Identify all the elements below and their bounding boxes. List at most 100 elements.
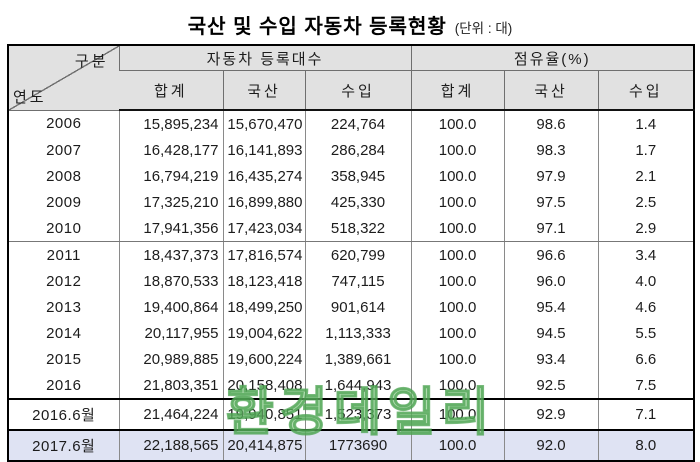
value-cell-share-import: 2.9 — [597, 215, 695, 242]
table-header: 구분 연도 자동차 등록대수 점유율(%) 합계 국산 수입 합계 국산 수입 — [8, 45, 695, 111]
year-cell: 2016 — [8, 372, 119, 400]
value-cell-share-total: 100.0 — [410, 137, 505, 163]
value-cell-share-total: 100.0 — [410, 163, 505, 189]
year-cell: 2008 — [8, 163, 119, 189]
subheader-reg-domestic: 국산 — [222, 70, 305, 111]
value-cell-reg-total: 16,428,177 — [118, 137, 223, 163]
value-cell-share-import: 8.0 — [597, 430, 695, 461]
value-cell-reg-total: 22,188,565 — [118, 430, 223, 461]
value-cell-reg-import: 1,644,943 — [304, 372, 412, 400]
value-cell-reg-domestic: 16,141,893 — [222, 137, 305, 163]
value-cell-reg-total: 21,464,224 — [118, 399, 223, 431]
corner-label-category: 구분 — [74, 53, 109, 70]
value-cell-reg-total: 16,794,219 — [118, 163, 223, 189]
value-cell-share-import: 4.0 — [597, 268, 695, 294]
corner-label-year: 연도 — [13, 88, 47, 106]
value-cell-share-total: 100.0 — [410, 372, 505, 400]
value-cell-reg-total: 21,803,351 — [118, 372, 223, 400]
value-cell-reg-domestic: 17,423,034 — [222, 215, 305, 242]
table-row: 2013 19,400,864 18,499,250 901,614 100.0 95.4… — [8, 294, 695, 320]
table-row: 2014 20,117,955 19,004,622 1,113,333 100.0 94… — [8, 320, 695, 346]
value-cell-share-domestic: 95.4 — [503, 294, 599, 320]
table-row: 2017.6월 22,188,565 20,414,875 1773690 100.0 9… — [8, 430, 695, 461]
value-cell-reg-domestic: 18,123,418 — [222, 268, 305, 294]
value-cell-reg-domestic: 19,004,622 — [222, 320, 305, 346]
year-cell: 2013 — [8, 294, 119, 320]
year-cell: 2006 — [8, 110, 119, 137]
year-cell: 2015 — [8, 346, 119, 372]
value-cell-share-total: 100.0 — [410, 110, 505, 137]
value-cell-share-domestic: 97.9 — [503, 163, 599, 189]
value-cell-reg-import: 425,330 — [304, 189, 412, 215]
year-cell: 2016.6월 — [8, 399, 119, 431]
table-row: 2009 17,325,210 16,899,880 425,330 100.0 97.5… — [8, 189, 695, 215]
table-row: 2012 18,870,533 18,123,418 747,115 100.0 96.0… — [8, 268, 695, 294]
table-body: 2006 15,895,234 15,670,470 224,764 100.0 98.6… — [8, 110, 695, 461]
value-cell-reg-domestic: 20,158,408 — [222, 372, 305, 400]
value-cell-share-import: 7.1 — [597, 399, 695, 431]
value-cell-reg-import: 620,799 — [304, 241, 412, 268]
value-cell-share-domestic: 98.3 — [503, 137, 599, 163]
value-cell-share-total: 100.0 — [410, 215, 505, 242]
value-cell-reg-total: 17,941,356 — [118, 215, 223, 242]
table-row: 2011 18,437,373 17,816,574 620,799 100.0 96.6… — [8, 241, 695, 268]
value-cell-share-total: 100.0 — [410, 346, 505, 372]
value-cell-share-total: 100.0 — [410, 294, 505, 320]
value-cell-share-domestic: 97.5 — [503, 189, 599, 215]
value-cell-share-total: 100.0 — [410, 268, 505, 294]
value-cell-reg-import: 1,523,373 — [304, 399, 412, 431]
value-cell-reg-total: 20,117,955 — [118, 320, 223, 346]
page-title: 국산 및 수입 자동차 등록현황 (단위 : 대) — [0, 0, 700, 44]
unit-label: (단위 : 대) — [454, 21, 513, 36]
value-cell-share-domestic: 92.9 — [503, 399, 599, 431]
table-row: 2007 16,428,177 16,141,893 286,284 100.0 98.3… — [8, 137, 695, 163]
value-cell-share-import: 5.5 — [597, 320, 695, 346]
value-cell-reg-domestic: 20,414,875 — [222, 430, 305, 461]
subheader-reg-import: 수입 — [304, 70, 412, 111]
value-cell-reg-import: 901,614 — [304, 294, 412, 320]
value-cell-share-import: 6.6 — [597, 346, 695, 372]
value-cell-reg-import: 1,113,333 — [304, 320, 412, 346]
table-row: 2008 16,794,219 16,435,274 358,945 100.0 97.9… — [8, 163, 695, 189]
value-cell-share-total: 100.0 — [410, 189, 505, 215]
value-cell-reg-domestic: 18,499,250 — [222, 294, 305, 320]
table-row: 2010 17,941,356 17,423,034 518,322 100.0 97.1… — [8, 215, 695, 242]
subheader-share-import: 수입 — [597, 70, 695, 111]
value-cell-share-import: 2.1 — [597, 163, 695, 189]
year-cell: 2017.6월 — [8, 430, 119, 461]
year-cell: 2014 — [8, 320, 119, 346]
value-cell-reg-import: 286,284 — [304, 137, 412, 163]
table-row: 2016.6월 21,464,224 19,940,851 1,523,373 100.… — [8, 399, 695, 431]
table-row: 2016 21,803,351 20,158,408 1,644,943 100.0 92… — [8, 372, 695, 400]
value-cell-share-import: 2.5 — [597, 189, 695, 215]
value-cell-share-domestic: 96.6 — [503, 241, 599, 268]
value-cell-reg-domestic: 19,600,224 — [222, 346, 305, 372]
value-cell-reg-import: 224,764 — [304, 110, 412, 137]
value-cell-share-total: 100.0 — [410, 430, 505, 461]
value-cell-share-domestic: 94.5 — [503, 320, 599, 346]
value-cell-share-import: 1.4 — [597, 110, 695, 137]
subheader-reg-total: 합계 — [119, 70, 223, 111]
value-cell-reg-total: 15,895,234 — [118, 110, 223, 137]
value-cell-share-domestic: 98.6 — [503, 110, 599, 137]
value-cell-share-total: 100.0 — [410, 320, 505, 346]
value-cell-reg-import: 358,945 — [304, 163, 412, 189]
value-cell-share-domestic: 92.5 — [503, 372, 599, 400]
value-cell-share-domestic: 96.0 — [503, 268, 599, 294]
value-cell-reg-domestic: 16,435,274 — [222, 163, 305, 189]
value-cell-share-import: 4.6 — [597, 294, 695, 320]
value-cell-share-domestic: 93.4 — [503, 346, 599, 372]
value-cell-reg-domestic: 15,670,470 — [222, 110, 305, 137]
subheader-share-total: 합계 — [410, 70, 505, 111]
value-cell-reg-total: 17,325,210 — [118, 189, 223, 215]
corner-header-cell: 구분 연도 — [8, 45, 119, 111]
value-cell-reg-total: 18,870,533 — [118, 268, 223, 294]
value-cell-share-import: 7.5 — [597, 372, 695, 400]
value-cell-reg-total: 20,989,885 — [118, 346, 223, 372]
value-cell-reg-import: 747,115 — [304, 268, 412, 294]
value-cell-reg-import: 1773690 — [304, 430, 412, 461]
value-cell-reg-domestic: 17,816,574 — [222, 241, 305, 268]
value-cell-share-domestic: 92.0 — [503, 430, 599, 461]
subheader-share-domestic: 국산 — [503, 70, 599, 111]
year-cell: 2012 — [8, 268, 119, 294]
